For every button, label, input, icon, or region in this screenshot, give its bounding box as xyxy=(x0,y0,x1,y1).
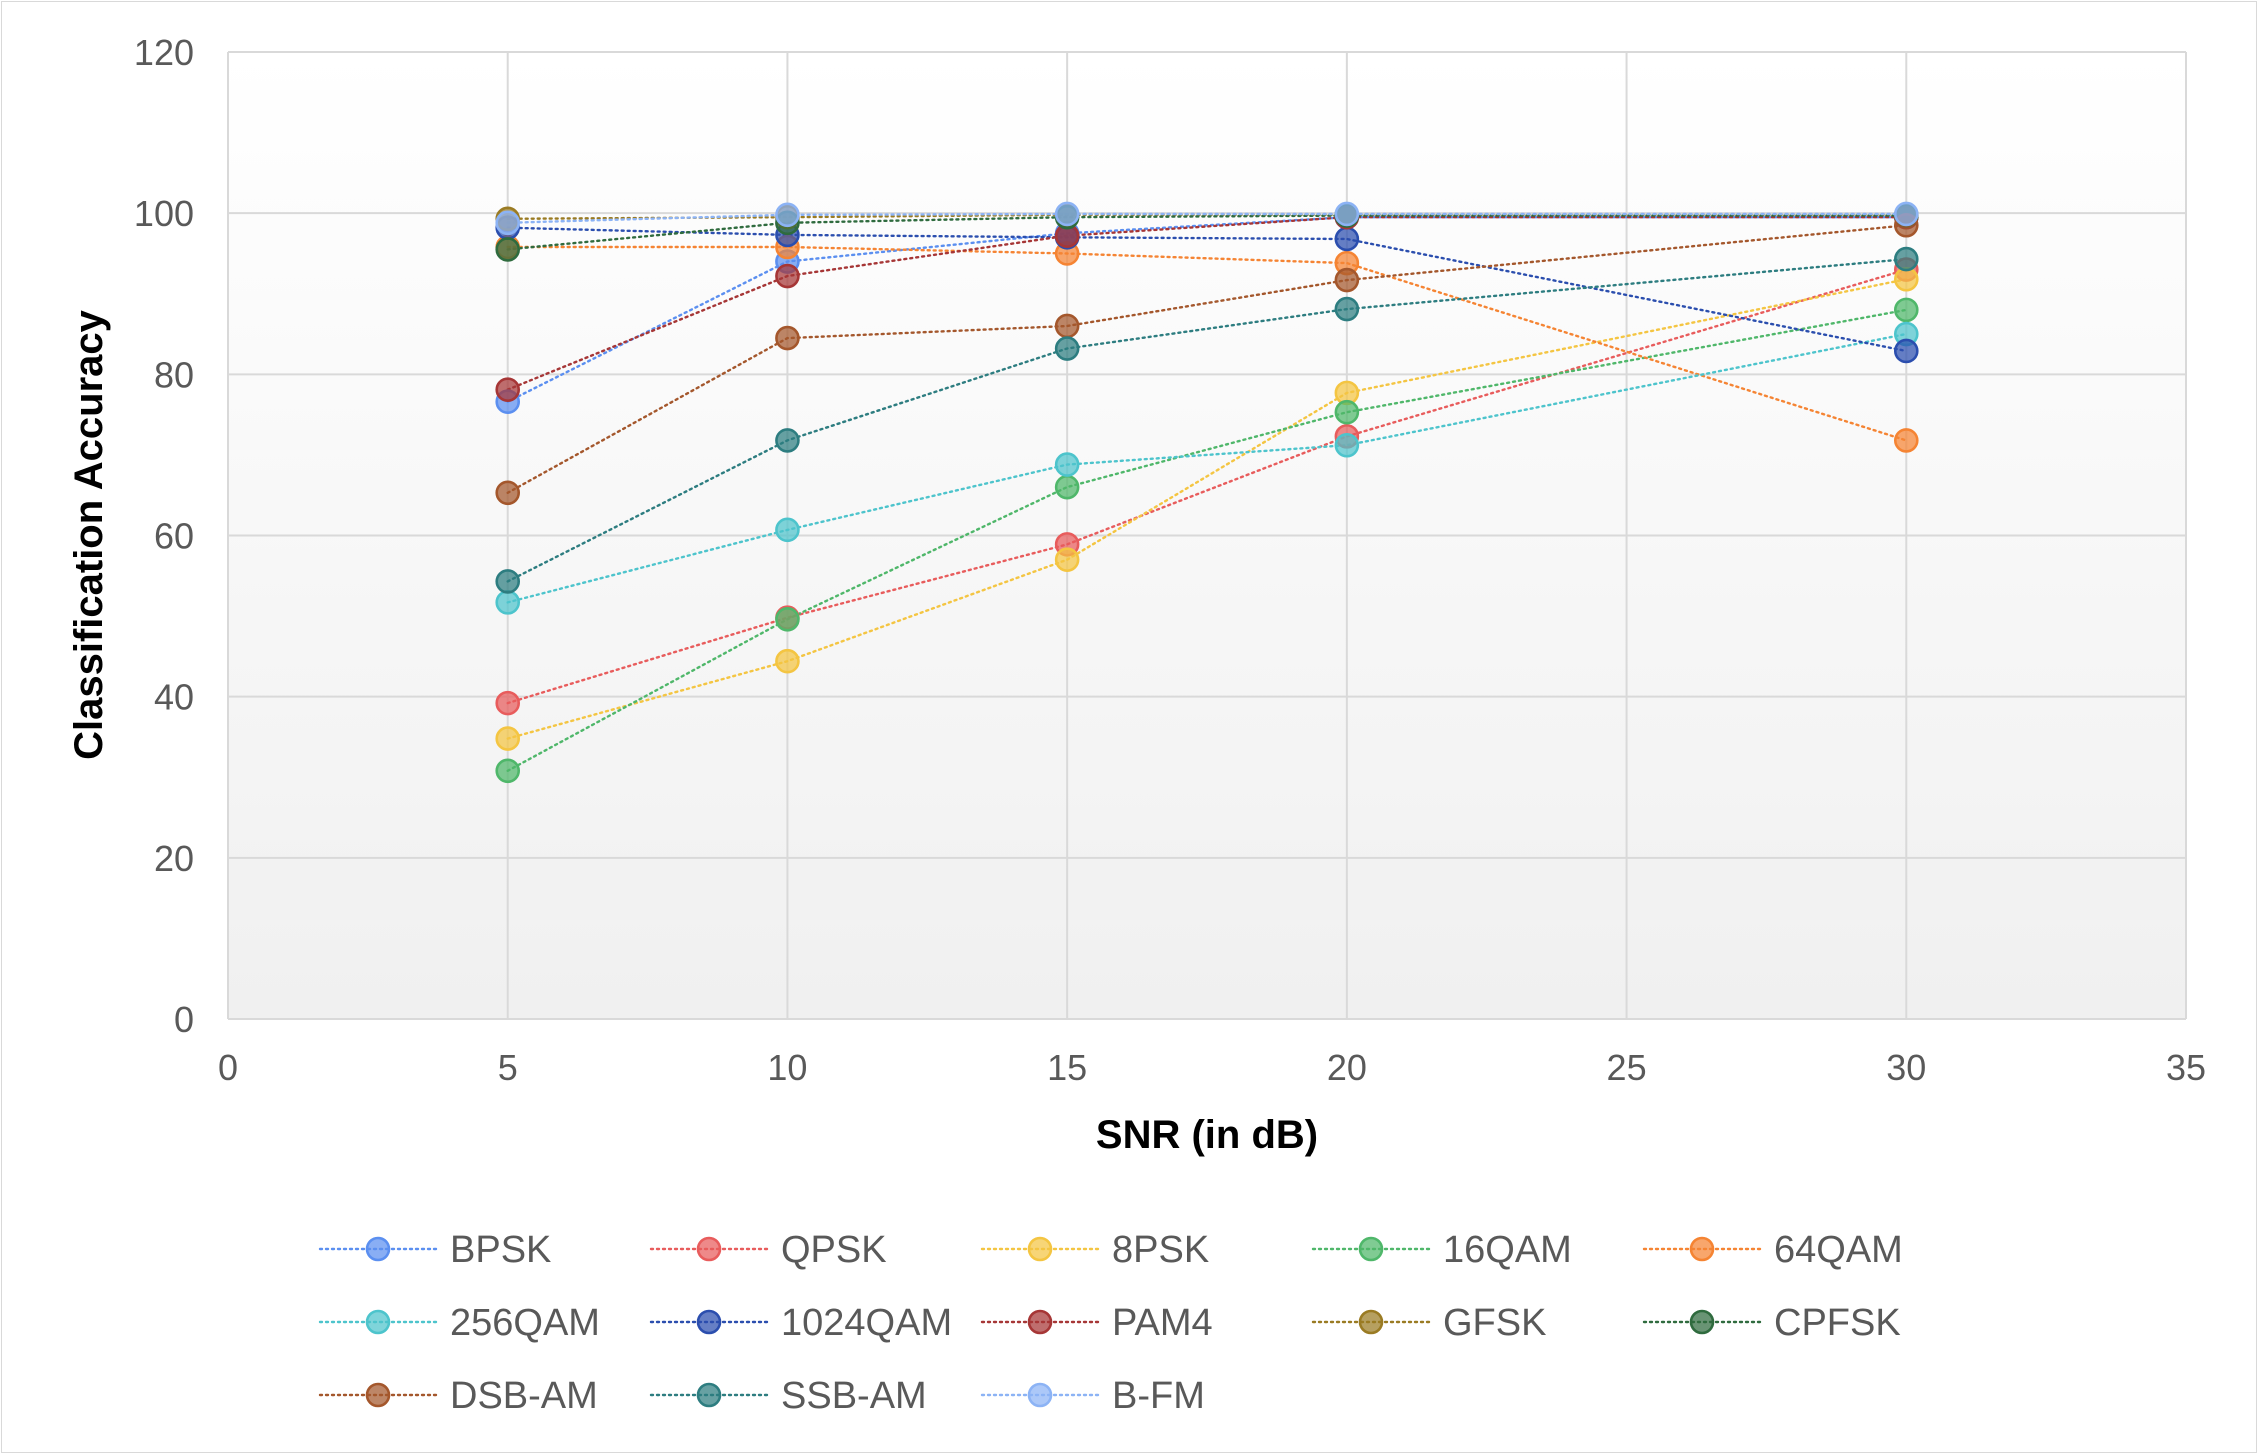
legend-item-b-fm: B-FM xyxy=(980,1375,1205,1417)
data-point-cpfsk xyxy=(495,237,521,262)
data-point-qpsk xyxy=(495,690,521,716)
legend-label: QPSK xyxy=(781,1229,887,1271)
data-point-16qam xyxy=(775,607,800,632)
legend-item-8psk: 8PSK xyxy=(980,1229,1209,1271)
legend-item-pam4: PAM4 xyxy=(980,1302,1213,1344)
legend-label: 256QAM xyxy=(450,1302,600,1344)
legend-label: 1024QAM xyxy=(781,1302,952,1344)
x-tick-label: 25 xyxy=(1607,1047,1647,1088)
legend-marker xyxy=(1689,1236,1715,1262)
legend-item-256qam: 256QAM xyxy=(318,1302,600,1344)
data-point-8psk xyxy=(495,726,521,751)
legend-item-dsb-am: DSB-AM xyxy=(318,1375,598,1417)
data-point-16qam xyxy=(495,758,521,784)
legend-item-64qam: 64QAM xyxy=(1642,1229,1903,1271)
legend-marker xyxy=(696,1309,722,1335)
data-point-b-fm xyxy=(1334,201,1360,227)
data-point-256qam xyxy=(775,517,800,543)
data-point-8psk xyxy=(775,648,800,674)
data-point-16qam xyxy=(1054,474,1080,500)
data-point-1024qam xyxy=(1334,226,1360,252)
legend-marker xyxy=(365,1382,391,1408)
legend-label: 64QAM xyxy=(1774,1229,1903,1271)
legend-label: BPSK xyxy=(450,1229,551,1271)
data-point-ssb-am xyxy=(775,428,800,453)
x-tick-label: 15 xyxy=(1047,1047,1087,1088)
legend-marker xyxy=(365,1309,391,1335)
data-point-ssb-am xyxy=(1893,246,1919,272)
data-point-dsb-am xyxy=(495,480,521,506)
x-axis-tick-labels: 0 5 10 15 20 25 30 35 xyxy=(218,1047,2206,1088)
x-tick-label: 20 xyxy=(1327,1047,1367,1088)
legend-label: DSB-AM xyxy=(450,1375,598,1417)
data-point-b-fm xyxy=(495,210,521,236)
y-tick-label: 120 xyxy=(134,32,194,73)
legend-marker xyxy=(1358,1236,1384,1262)
y-tick-label: 100 xyxy=(134,193,194,234)
data-point-256qam xyxy=(495,590,521,615)
y-tick-label: 0 xyxy=(174,999,194,1040)
legend-item-qpsk: QPSK xyxy=(649,1229,887,1271)
series-markers xyxy=(495,201,1919,784)
y-tick-label: 60 xyxy=(154,516,194,557)
legend-label: CPFSK xyxy=(1774,1302,1901,1344)
x-tick-label: 35 xyxy=(2166,1047,2206,1088)
y-tick-label: 40 xyxy=(154,677,194,718)
y-tick-label: 20 xyxy=(154,838,194,879)
data-point-ssb-am xyxy=(495,569,521,594)
data-point-64qam xyxy=(1893,428,1919,453)
x-tick-label: 5 xyxy=(498,1047,518,1088)
legend-item-1024qam: 1024QAM xyxy=(649,1302,952,1344)
y-axis-tick-labels: 0 20 40 60 80 100 120 xyxy=(134,32,194,1040)
legend-marker xyxy=(696,1236,722,1262)
y-tick-label: 80 xyxy=(154,354,194,395)
legend-marker xyxy=(1027,1309,1053,1335)
data-point-ssb-am xyxy=(1334,296,1360,322)
data-point-dsb-am xyxy=(775,325,800,351)
data-point-ssb-am xyxy=(1054,336,1080,361)
legend-item-bpsk: BPSK xyxy=(318,1229,551,1271)
legend-item-gfsk: GFSK xyxy=(1311,1302,1546,1344)
data-point-b-fm xyxy=(775,202,800,228)
data-point-dsb-am xyxy=(1054,313,1080,339)
legend-label: SSB-AM xyxy=(781,1375,927,1417)
data-point-1024qam xyxy=(1893,338,1919,364)
legend-label: PAM4 xyxy=(1112,1302,1213,1344)
legend-marker xyxy=(696,1382,722,1408)
legend-item-cpfsk: CPFSK xyxy=(1642,1302,1901,1344)
data-point-b-fm xyxy=(1054,201,1080,227)
legend-marker xyxy=(1027,1382,1053,1408)
legend-label: 16QAM xyxy=(1443,1229,1572,1271)
series-line-16qam xyxy=(506,308,1908,772)
x-axis-label: SNR (in dB) xyxy=(1096,1113,1318,1157)
x-tick-label: 10 xyxy=(767,1047,807,1088)
legend-marker xyxy=(1027,1236,1053,1262)
data-point-8psk xyxy=(1054,547,1080,572)
x-tick-label: 0 xyxy=(218,1047,238,1088)
data-point-pam4 xyxy=(775,263,800,289)
legend-label: 8PSK xyxy=(1112,1229,1209,1271)
data-point-dsb-am xyxy=(1334,267,1360,293)
legend-item-16qam: 16QAM xyxy=(1311,1229,1572,1271)
data-point-256qam xyxy=(1334,432,1360,458)
data-point-16qam xyxy=(1893,297,1919,323)
data-point-8psk xyxy=(1893,266,1919,292)
legend-item-ssb-am: SSB-AM xyxy=(649,1375,927,1417)
y-axis-label: Classification Accuracy xyxy=(67,309,111,760)
x-tick-label: 30 xyxy=(1886,1047,1926,1088)
legend-label: B-FM xyxy=(1112,1375,1205,1417)
data-point-b-fm xyxy=(1893,201,1919,227)
legend: BPSK QPSK 8PSK 16QAM 64QAM 256QAM 1024QAM PAM4 G… xyxy=(318,1229,1903,1417)
data-point-16qam xyxy=(1334,399,1360,425)
data-point-pam4 xyxy=(495,377,521,402)
legend-marker xyxy=(1358,1309,1384,1335)
legend-marker xyxy=(365,1236,391,1262)
legend-label: GFSK xyxy=(1443,1302,1546,1344)
data-point-256qam xyxy=(1054,452,1080,477)
legend-marker xyxy=(1689,1309,1715,1335)
